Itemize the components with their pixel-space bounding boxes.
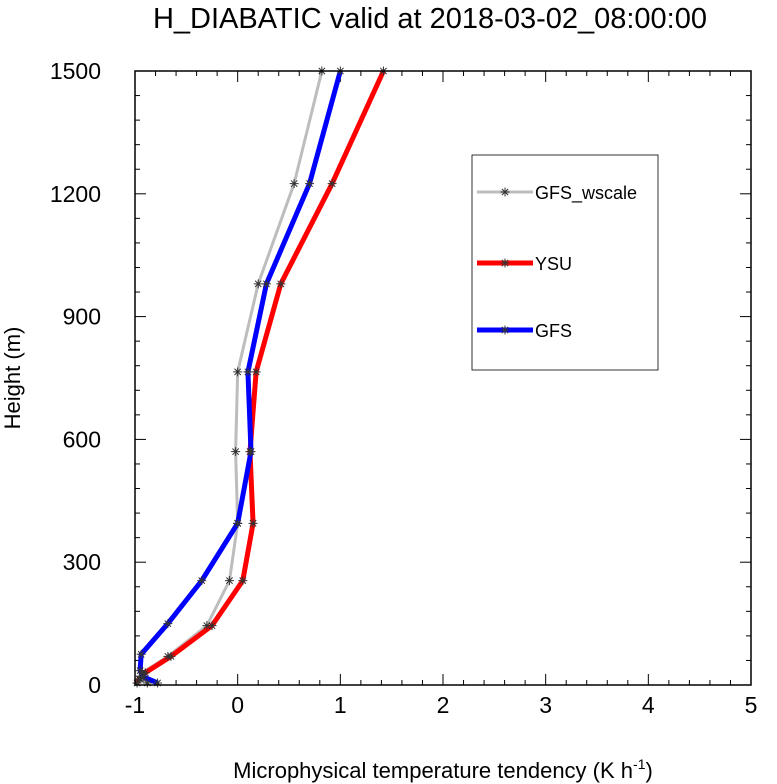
y-tick-label: 600: [63, 426, 101, 452]
y-tick-label: 0: [88, 672, 101, 698]
x-tick-label: -1: [125, 692, 145, 718]
y-tick-label: 300: [63, 549, 101, 575]
y-tick-label: 900: [63, 304, 101, 330]
x-axis-label-sup: -1: [633, 756, 646, 772]
data-point-marker: [253, 279, 263, 289]
data-point-marker: [197, 576, 207, 586]
data-point-marker: [142, 678, 152, 688]
data-point-marker: [233, 367, 243, 377]
data-point-marker: [289, 179, 299, 189]
data-point-marker: [134, 674, 144, 684]
legend-label: GFS_wscale: [535, 183, 637, 204]
x-tick-label: 0: [231, 692, 244, 718]
data-point-marker: [140, 668, 150, 678]
legend-marker: [500, 187, 510, 197]
legend-label: GFS: [535, 321, 572, 341]
data-point-marker: [207, 621, 217, 631]
data-point-marker: [231, 447, 241, 457]
data-point-marker: [136, 649, 146, 659]
data-point-marker: [305, 179, 315, 189]
series-line-gfs-wscale: [138, 70, 324, 685]
data-point-marker: [132, 678, 142, 688]
series-line-gfs: [137, 70, 343, 686]
x-axis-label-close: ): [645, 758, 652, 783]
x-axis-label: Microphysical temperature tendency (K h-…: [233, 756, 653, 783]
legend: GFS_wscale YSU GFS: [471, 154, 659, 371]
data-point-marker: [163, 619, 173, 629]
x-tick-label: 5: [745, 692, 758, 718]
data-point-marker: [166, 651, 176, 661]
series-lines: [132, 66, 388, 688]
data-point-marker: [238, 576, 248, 586]
x-tick-label: 1: [334, 692, 347, 718]
data-point-marker: [251, 367, 261, 377]
data-point-marker: [261, 279, 271, 289]
y-tick-label: 1500: [50, 58, 101, 84]
data-point-marker: [153, 678, 163, 688]
data-point-marker: [243, 367, 253, 377]
x-tick-label: 3: [539, 692, 552, 718]
data-point-marker: [233, 518, 243, 528]
series-line-ysu: [134, 69, 386, 685]
chart-title: H_DIABATIC valid at 2018-03-02_08:00:00: [153, 3, 707, 35]
x-axis-label-main: Microphysical temperature tendency (K h: [233, 758, 633, 783]
data-point-marker: [246, 447, 256, 457]
data-point-marker: [276, 279, 286, 289]
y-tick-label: 1200: [50, 181, 101, 207]
data-point-marker: [202, 621, 212, 631]
legend-marker: [500, 258, 510, 268]
y-axis-label: Height (m): [0, 327, 25, 430]
data-point-marker: [135, 666, 145, 676]
data-point-marker: [138, 672, 148, 682]
data-point-marker: [224, 576, 234, 586]
x-tick-label: 4: [642, 692, 655, 718]
legend-label: YSU: [535, 254, 572, 274]
data-point-marker: [248, 518, 258, 528]
data-point-marker: [327, 179, 337, 189]
plot-frame: [134, 70, 752, 686]
x-tick-label: 2: [437, 692, 450, 718]
legend-marker: [500, 325, 510, 335]
